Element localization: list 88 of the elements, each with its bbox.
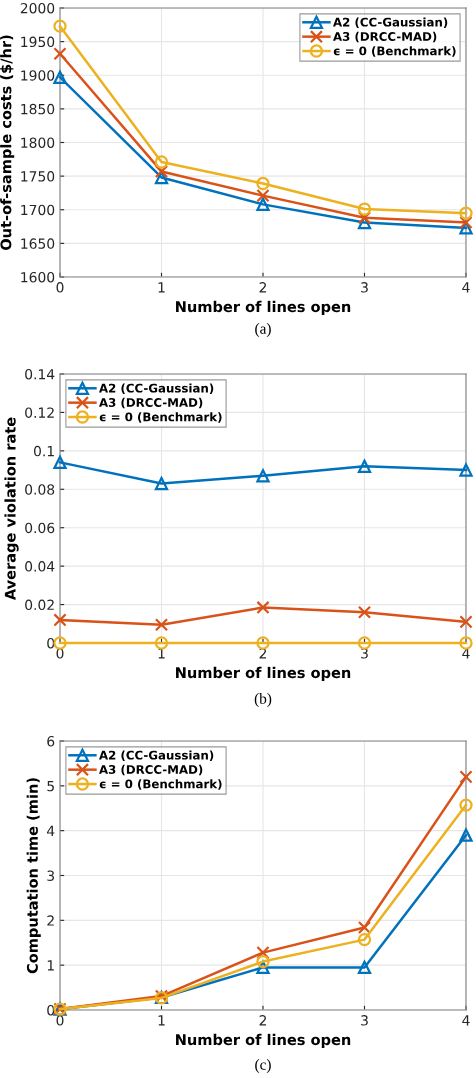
point bbox=[154, 636, 169, 650]
text: (a) bbox=[255, 323, 271, 337]
y-tick-label: 1650 bbox=[21, 238, 55, 249]
y-tick-label: 1600 bbox=[21, 271, 55, 283]
x-tick-label: 2 bbox=[259, 282, 267, 293]
x-axis-title: Number of lines open bbox=[176, 666, 351, 681]
point bbox=[357, 202, 372, 216]
y-tick-label: 1750 bbox=[21, 171, 55, 182]
y-tick-label: 1800 bbox=[21, 137, 55, 148]
point bbox=[256, 176, 270, 191]
x-tick-label: 1 bbox=[158, 1015, 165, 1026]
y-tick-label: 0.02 bbox=[25, 599, 54, 611]
legend-label: ϵ = 0 (Benchmark) bbox=[99, 779, 222, 790]
point bbox=[459, 770, 473, 784]
point bbox=[459, 215, 473, 230]
point bbox=[53, 19, 67, 33]
legend-label: A3 (DRCC-MAD) bbox=[99, 764, 203, 776]
legend-label: A2 (CC-Gaussian) bbox=[99, 383, 214, 394]
y-tick-label: 0.08 bbox=[25, 484, 55, 495]
y-tick-label: 6 bbox=[47, 735, 55, 747]
legend-label: A2 (CC-Gaussian) bbox=[99, 750, 214, 761]
x-tick-label: 4 bbox=[462, 1015, 470, 1026]
x-tick-label: 0 bbox=[56, 1015, 64, 1026]
point bbox=[53, 455, 67, 470]
y-tick-label: 0 bbox=[47, 1004, 55, 1016]
legend-label: ϵ = 0 (Benchmark) bbox=[99, 412, 222, 423]
point bbox=[154, 155, 169, 169]
y-tick-label: 0.14 bbox=[25, 368, 55, 380]
point bbox=[256, 469, 270, 483]
text: (b) bbox=[254, 693, 272, 707]
point bbox=[357, 920, 372, 935]
y-tick-label: 0 bbox=[47, 637, 55, 649]
y-tick-label: 2000 bbox=[20, 2, 55, 14]
point bbox=[154, 618, 169, 632]
point bbox=[256, 960, 270, 975]
y-tick-label: 0.12 bbox=[25, 407, 54, 418]
point bbox=[256, 600, 270, 615]
y-tick-label: 0.04 bbox=[25, 561, 55, 572]
y-tick-label: 0.1 bbox=[33, 445, 54, 457]
y-tick-label: 3 bbox=[47, 870, 55, 881]
point bbox=[154, 164, 169, 179]
y-tick-label: 1850 bbox=[21, 103, 55, 115]
legend-label: A2 (CC-Gaussian) bbox=[333, 17, 448, 28]
x-axis-title: Number of lines open bbox=[176, 1033, 351, 1048]
point bbox=[357, 932, 372, 947]
point bbox=[459, 206, 473, 220]
y-tick-label: 5 bbox=[47, 780, 54, 792]
point bbox=[256, 188, 270, 203]
point bbox=[357, 960, 372, 975]
point bbox=[357, 459, 372, 473]
point bbox=[459, 828, 473, 842]
x-axis-title: Number of lines open bbox=[176, 300, 351, 315]
point bbox=[53, 636, 67, 650]
y-tick-label: 1950 bbox=[21, 36, 55, 48]
point bbox=[154, 476, 169, 491]
point bbox=[357, 636, 372, 650]
point bbox=[256, 636, 270, 650]
point bbox=[256, 954, 270, 969]
x-tick-label: 2 bbox=[259, 1015, 267, 1026]
y-tick-label: 1 bbox=[47, 960, 54, 971]
y-tick-label: 1900 bbox=[21, 70, 55, 81]
point bbox=[459, 463, 473, 477]
y-tick-label: 4 bbox=[46, 825, 55, 836]
point bbox=[459, 798, 473, 812]
point bbox=[154, 170, 169, 185]
y-axis-title: Out-of-sample costs ($/hr) bbox=[0, 35, 15, 251]
point bbox=[256, 945, 270, 960]
y-tick-label: 1700 bbox=[21, 204, 55, 216]
point bbox=[357, 605, 372, 619]
x-tick-label: 3 bbox=[361, 282, 368, 293]
x-tick-label: 0 bbox=[56, 282, 64, 293]
legend-label: A3 (DRCC-MAD) bbox=[99, 397, 203, 409]
y-tick-label: 0.06 bbox=[25, 522, 55, 534]
point bbox=[256, 197, 270, 212]
x-tick-label: 4 bbox=[462, 282, 470, 293]
point bbox=[53, 47, 67, 61]
point bbox=[459, 615, 473, 629]
y-axis-title: Average violation rate bbox=[4, 417, 19, 601]
point bbox=[357, 211, 372, 225]
text: (c) bbox=[255, 1059, 271, 1073]
legend-label: A3 (DRCC-MAD) bbox=[333, 31, 437, 43]
point bbox=[459, 636, 473, 650]
y-tick-label: 2 bbox=[47, 915, 54, 926]
x-tick-label: 1 bbox=[158, 282, 165, 293]
x-tick-label: 3 bbox=[361, 1015, 368, 1026]
point bbox=[53, 613, 67, 627]
y-axis-title: Computation time (min) bbox=[26, 778, 41, 974]
legend-label: ϵ = 0 (Benchmark) bbox=[333, 46, 456, 57]
